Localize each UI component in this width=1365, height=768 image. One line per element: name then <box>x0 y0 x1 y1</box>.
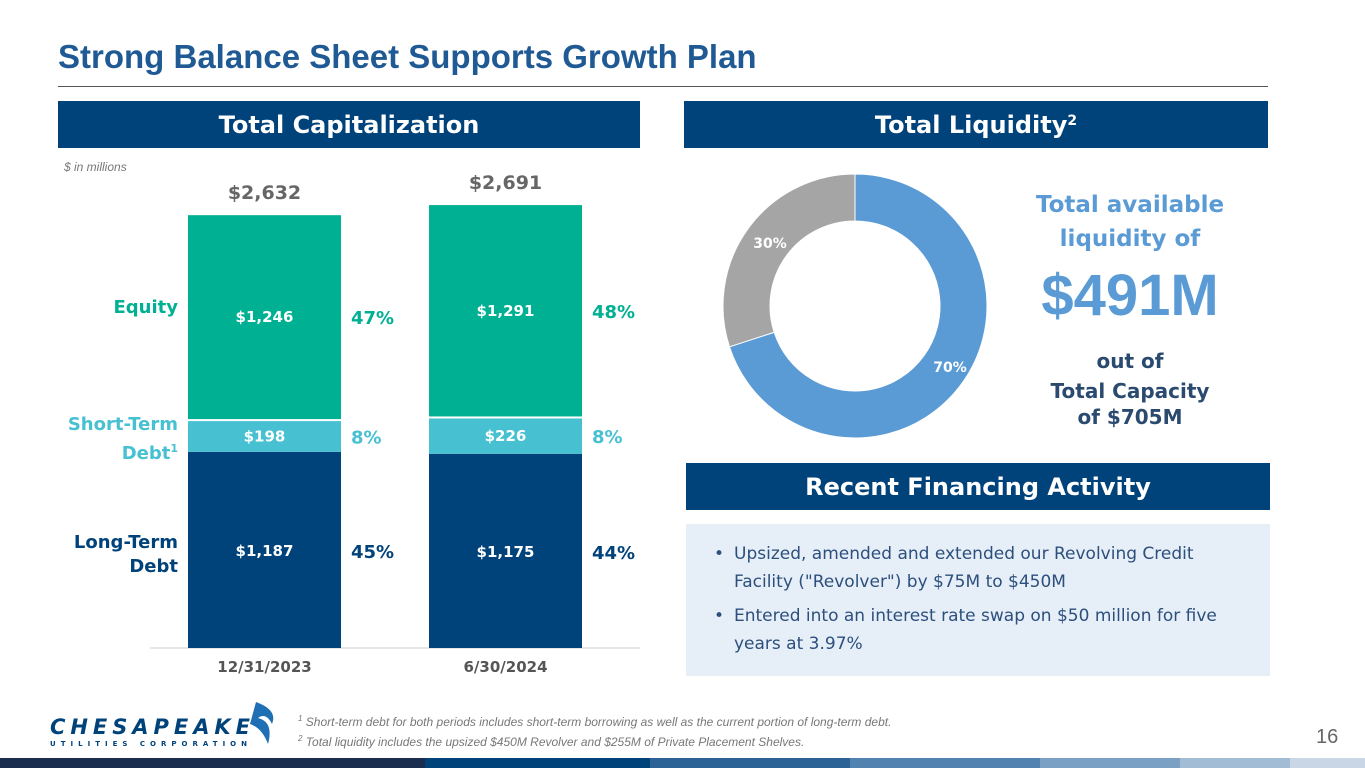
total-capacity: out of Total Capacity of $705M <box>1010 346 1250 428</box>
bar-value-label: $1,187 <box>236 542 294 560</box>
liquidity-line: Total available <box>1035 192 1225 218</box>
category-label: 6/30/2024 <box>463 658 547 676</box>
label-line: Short-Term <box>67 414 178 435</box>
page-number: 16 <box>1316 726 1339 748</box>
bar-value-label: $1,246 <box>236 308 294 326</box>
page-title: Strong Balance Sheet Supports Growth Pla… <box>58 38 757 75</box>
footnote-num: 1 <box>298 714 303 723</box>
label-line: Debt <box>129 556 178 577</box>
percent-label: 48% <box>592 302 635 323</box>
chesapeake-logo: CHESAPEAKE UTILITIES CORPORATION <box>48 700 288 748</box>
donut-slice <box>728 173 988 439</box>
footer-stripe <box>0 758 1365 768</box>
bar-value-label: $198 <box>244 427 286 445</box>
short-term-debt-label: Short-Term Debt1 <box>40 413 178 466</box>
total-label: $2,691 <box>469 172 542 194</box>
financing-bullet: Entered into an interest rate swap on $5… <box>714 602 1250 658</box>
capacity-line: out of <box>1096 349 1164 373</box>
bar-value-label: $1,175 <box>477 543 535 561</box>
total-label: $2,632 <box>228 182 301 204</box>
footnote-text: Short-term debt for both periods include… <box>305 715 892 729</box>
slice-label: 70% <box>933 360 967 376</box>
percent-label: 47% <box>351 308 394 329</box>
footnote-1: 1 Short-term debt for both periods inclu… <box>298 714 891 729</box>
bar-segment <box>429 453 582 648</box>
bar-segment <box>429 418 582 454</box>
percent-label: 8% <box>592 427 623 448</box>
equity-label: Equity <box>113 297 178 318</box>
footnote-ref: 1 <box>170 442 178 455</box>
percent-label: 8% <box>351 427 382 448</box>
footnote-ref: 2 <box>1067 112 1078 129</box>
title-divider <box>58 86 1268 87</box>
bar-segment <box>188 421 341 452</box>
capacity-line: of $705M <box>1077 405 1183 429</box>
label-line: Debt <box>121 443 171 464</box>
total-liquidity-header: Total Liquidity 2 <box>684 101 1268 148</box>
footnote-2: 2 Total liquidity includes the upsized $… <box>298 734 804 749</box>
liquidity-amount: $491M <box>1041 263 1219 328</box>
bar-segment <box>188 215 341 420</box>
label-line: Long-Term <box>73 532 178 553</box>
units-note: $ in millions <box>64 160 127 174</box>
liquidity-line: liquidity of <box>1059 226 1201 252</box>
svg-text:CHESAPEAKE: CHESAPEAKE <box>50 715 251 739</box>
bar-segment <box>188 451 341 648</box>
total-capitalization-header: Total Capitalization <box>58 101 640 148</box>
capacity-line: Total Capacity <box>1050 379 1210 403</box>
recent-financing-header: Recent Financing Activity <box>686 463 1270 510</box>
bar-segment <box>429 205 582 417</box>
bar-value-label: $226 <box>485 427 527 445</box>
svg-text:UTILITIES CORPORATION: UTILITIES CORPORATION <box>50 740 250 748</box>
percent-label: 44% <box>592 543 635 564</box>
donut-slice <box>722 173 856 348</box>
liquidity-header-text: Total Liquidity <box>874 110 1068 139</box>
percent-label: 45% <box>351 542 394 563</box>
category-label: 12/31/2023 <box>217 658 311 676</box>
bird-icon <box>250 702 274 744</box>
bar-value-label: $1,291 <box>477 302 535 320</box>
financing-activity-box: Upsized, amended and extended our Revolv… <box>686 524 1270 676</box>
footnote-num: 2 <box>298 734 303 743</box>
long-term-debt-label: Long-Term Debt <box>40 531 178 579</box>
liquidity-intro: Total available liquidity of <box>1010 188 1250 256</box>
footnote-text: Total liquidity includes the upsized $45… <box>305 735 805 749</box>
financing-bullet: Upsized, amended and extended our Revolv… <box>714 540 1250 596</box>
slice-label: 30% <box>753 236 787 252</box>
